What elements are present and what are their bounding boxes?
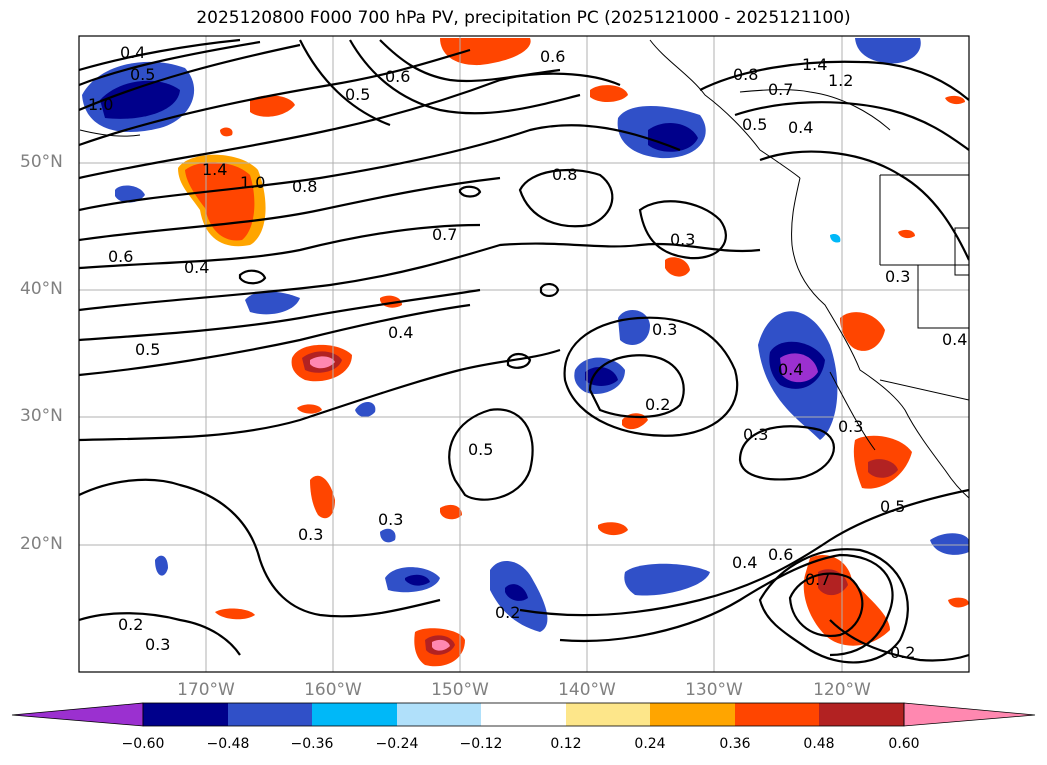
lon-label: 160°W — [304, 680, 362, 700]
graticule — [79, 36, 969, 672]
contour-label: 0.3 — [652, 320, 677, 339]
contour-label: 0.3 — [743, 425, 768, 444]
lon-label: 150°W — [431, 680, 489, 700]
lat-label: 30°N — [20, 406, 63, 426]
contour-label: 0.6 — [108, 247, 133, 266]
contour-label: 0.6 — [385, 67, 410, 86]
contour-label: 1.0 — [240, 173, 265, 192]
colorbar-tick: −0.36 — [290, 736, 334, 752]
contour-label: 0.6 — [768, 545, 793, 564]
lon-label: 130°W — [685, 680, 743, 700]
contour-label: 0.3 — [838, 417, 863, 436]
contour-label: 0.8 — [292, 177, 317, 196]
lon-label: 170°W — [177, 680, 235, 700]
contour-label: 1.2 — [828, 71, 853, 90]
contour-label: 1.4 — [802, 55, 827, 74]
contour-label: 0.5 — [742, 115, 767, 134]
contour-label: 0.3 — [885, 267, 910, 286]
colorbar-tick: −0.24 — [375, 736, 419, 752]
lon-label: 120°W — [813, 680, 871, 700]
contour-label: 0.5 — [135, 340, 160, 359]
colorbar-tick: −0.12 — [459, 736, 503, 752]
contour-label: 0.5 — [130, 65, 155, 84]
contour-label: 0.4 — [388, 323, 413, 342]
colorbar-tick: 0.60 — [888, 736, 920, 752]
contour-label: 0.2 — [118, 615, 143, 634]
contour-label: 0.7 — [768, 80, 793, 99]
contour-label: 0.2 — [495, 603, 520, 622]
lat-label: 50°N — [20, 152, 63, 172]
contour-label: 0.5 — [880, 497, 905, 516]
colorbar-tick: 0.48 — [803, 736, 835, 752]
contour-label: 0.3 — [298, 525, 323, 544]
contour-label: 0.2 — [645, 395, 670, 414]
pv-contours — [79, 38, 969, 664]
contour-label: 0.4 — [778, 360, 803, 379]
map-title: 2025120800 F000 700 hPa PV, precipitatio… — [196, 8, 851, 28]
contour-label: 0.4 — [942, 330, 967, 349]
contour-label: 1.0 — [88, 95, 113, 114]
coastlines — [79, 39, 969, 499]
contour-label: 0.4 — [120, 43, 145, 62]
contour-label: 0.4 — [788, 118, 813, 137]
lat-label: 20°N — [20, 534, 63, 554]
lon-label: 140°W — [558, 680, 616, 700]
colorbar-tick: 0.24 — [634, 736, 666, 752]
contour-label: 0.8 — [733, 65, 758, 84]
precip-shading — [82, 38, 969, 667]
contour-label: 0.8 — [552, 165, 577, 184]
contour-label: 0.3 — [378, 510, 403, 529]
contour-label: 0.2 — [890, 643, 915, 662]
contour-label: 0.4 — [184, 258, 209, 277]
colorbar — [11, 702, 1036, 727]
colorbar-tick: 0.36 — [719, 736, 751, 752]
contour-label: 0.3 — [670, 230, 695, 249]
contour-labels: 0.4 0.5 1.0 0.5 0.6 0.6 1.4 1.2 0.8 0.7 … — [88, 43, 967, 662]
colorbar-tick: −0.48 — [206, 736, 250, 752]
colorbar-tick: −0.60 — [121, 736, 165, 752]
contour-label: 0.4 — [732, 553, 757, 572]
contour-label: 0.7 — [432, 225, 457, 244]
colorbar-tick: 0.12 — [550, 736, 582, 752]
contour-label: 1.4 — [202, 160, 227, 179]
contour-label: 0.5 — [468, 440, 493, 459]
contour-label: 0.5 — [345, 85, 370, 104]
contour-label: 0.7 — [805, 570, 830, 589]
contour-label: 0.6 — [540, 47, 565, 66]
lat-label: 40°N — [20, 279, 63, 299]
contour-label: 0.3 — [145, 635, 170, 654]
